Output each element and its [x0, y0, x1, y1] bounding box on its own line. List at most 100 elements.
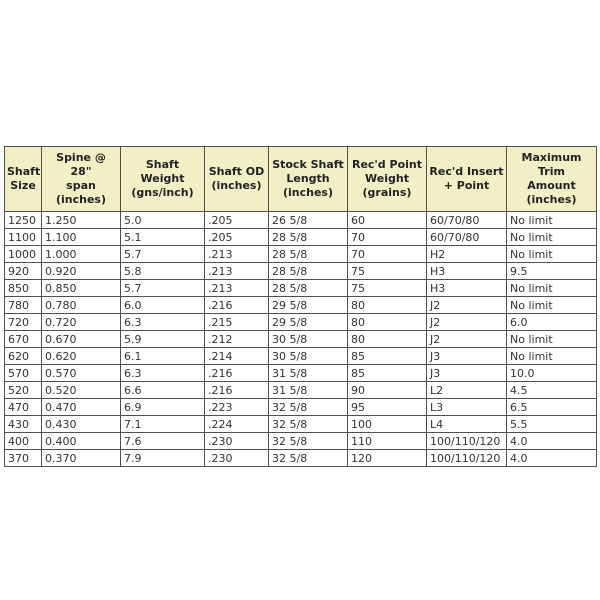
table-cell: No limit [506, 211, 597, 229]
table-cell: 75 [347, 279, 427, 297]
table-row: 720 0.720 6.3.215 29 5/8 80 J2 6.0 [4, 313, 597, 331]
shaft-spec-table: Shaft Size Spine @ 28" span (inches) Sha… [4, 146, 597, 467]
table-cell: H3 [426, 279, 507, 297]
table-cell: 4.5 [506, 381, 597, 399]
column-header-shaft-od: Shaft OD (inches) [204, 146, 269, 212]
table-row: 400 0.400 7.6.230 32 5/8 110 100/110/120 4.0 [4, 432, 597, 450]
table-cell: .213 [204, 279, 269, 297]
table-cell: 520 [4, 381, 42, 399]
table-cell: 120 [347, 449, 427, 467]
table-cell: No limit [506, 228, 597, 246]
table-cell: 570 [4, 364, 42, 382]
table-cell: 0.850 [41, 279, 121, 297]
table-cell: 10.0 [506, 364, 597, 382]
table-row: 470 0.470 6.9.223 32 5/8 95 L3 6.5 [4, 398, 597, 416]
table-cell: 9.5 [506, 262, 597, 280]
shaft-spec-table-container: Shaft Size Spine @ 28" span (inches) Sha… [4, 146, 597, 467]
table-cell: .216 [204, 364, 269, 382]
table-row: 1250 1.250 5.0.205 26 5/8 60 60/70/80 No limit [4, 211, 597, 229]
table-cell: 28 5/8 [268, 262, 348, 280]
table-cell: 28 5/8 [268, 245, 348, 263]
table-cell: .213 [204, 245, 269, 263]
table-cell: H3 [426, 262, 507, 280]
table-cell: 400 [4, 432, 42, 450]
table-cell: 80 [347, 296, 427, 314]
table-cell: 0.920 [41, 262, 121, 280]
table-cell: 1.000 [41, 245, 121, 263]
table-cell: 0.370 [41, 449, 121, 467]
table-cell: 6.3 [120, 313, 205, 331]
table-row: 620 0.620 6.1.214 30 5/8 85 J3 No limit [4, 347, 597, 365]
table-cell: .214 [204, 347, 269, 365]
table-cell: L2 [426, 381, 507, 399]
table-cell: 370 [4, 449, 42, 467]
table-cell: 60/70/80 [426, 228, 507, 246]
table-cell: 0.620 [41, 347, 121, 365]
table-cell: No limit [506, 296, 597, 314]
table-cell: 850 [4, 279, 42, 297]
table-cell: .205 [204, 228, 269, 246]
table-cell: 110 [347, 432, 427, 450]
table-cell: 28 5/8 [268, 228, 348, 246]
table-cell: 620 [4, 347, 42, 365]
table-cell: 4.0 [506, 449, 597, 467]
table-cell: 32 5/8 [268, 415, 348, 433]
table-cell: 80 [347, 330, 427, 348]
table-cell: 6.5 [506, 398, 597, 416]
table-cell: 30 5/8 [268, 330, 348, 348]
table-cell: .205 [204, 211, 269, 229]
table-cell: 6.1 [120, 347, 205, 365]
table-cell: No limit [506, 279, 597, 297]
table-cell: J3 [426, 364, 507, 382]
column-header-max-trim: Maximum Trim Amount (inches) [506, 146, 597, 212]
table-row: 920 0.920 5.8.213 28 5/8 75 H3 9.5 [4, 262, 597, 280]
table-cell: 6.0 [120, 296, 205, 314]
table-cell: 920 [4, 262, 42, 280]
table-cell: 1.250 [41, 211, 121, 229]
table-cell: 100/110/120 [426, 449, 507, 467]
table-cell: 6.3 [120, 364, 205, 382]
table-cell: 90 [347, 381, 427, 399]
table-cell: 1250 [4, 211, 42, 229]
table-cell: H2 [426, 245, 507, 263]
table-cell: 5.5 [506, 415, 597, 433]
table-cell: 60 [347, 211, 427, 229]
table-cell: 0.430 [41, 415, 121, 433]
table-cell: L3 [426, 398, 507, 416]
table-cell: 70 [347, 228, 427, 246]
table-cell: 85 [347, 364, 427, 382]
column-header-shaft-size: Shaft Size [4, 146, 42, 212]
table-cell: 0.720 [41, 313, 121, 331]
table-row: 430 0.430 7.1.224 32 5/8 100 L4 5.5 [4, 415, 597, 433]
table-cell: 100 [347, 415, 427, 433]
table-row: 850 0.850 5.7.213 28 5/8 75 H3 No limit [4, 279, 597, 297]
column-header-stock-length: Stock Shaft Length (inches) [268, 146, 348, 212]
table-cell: 28 5/8 [268, 279, 348, 297]
table-cell: 95 [347, 398, 427, 416]
table-row: 1100 1.100 5.1.205 28 5/8 70 60/70/80 No limit [4, 228, 597, 246]
table-cell: 6.9 [120, 398, 205, 416]
table-cell: 26 5/8 [268, 211, 348, 229]
table-cell: 720 [4, 313, 42, 331]
table-cell: 100/110/120 [426, 432, 507, 450]
table-cell: .224 [204, 415, 269, 433]
table-cell: 5.1 [120, 228, 205, 246]
table-row: 570 0.570 6.3.216 31 5/8 85 J3 10.0 [4, 364, 597, 382]
table-cell: 7.6 [120, 432, 205, 450]
table-cell: J2 [426, 313, 507, 331]
table-row: 780 0.780 6.0.216 29 5/8 80 J2 No limit [4, 296, 597, 314]
table-cell: .230 [204, 449, 269, 467]
table-cell: 1.100 [41, 228, 121, 246]
column-header-spine: Spine @ 28" span (inches) [41, 146, 121, 212]
column-header-shaft-weight: Shaft Weight (gns/inch) [120, 146, 205, 212]
table-cell: 780 [4, 296, 42, 314]
table-cell: 32 5/8 [268, 449, 348, 467]
table-row: 670 0.670 5.9.212 30 5/8 80 J2 No limit [4, 330, 597, 348]
table-cell: 0.780 [41, 296, 121, 314]
table-cell: 31 5/8 [268, 381, 348, 399]
column-header-point-weight: Rec'd Point Weight (grains) [347, 146, 427, 212]
table-cell: 32 5/8 [268, 432, 348, 450]
table-cell: 470 [4, 398, 42, 416]
table-cell: 5.8 [120, 262, 205, 280]
column-header-insert-point: Rec'd Insert + Point [426, 146, 507, 212]
